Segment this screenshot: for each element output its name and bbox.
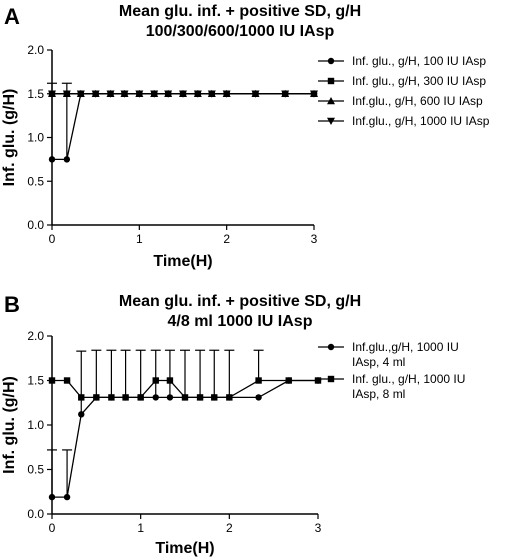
x-axis-title: Time(H) (155, 540, 214, 557)
x-tick-label: 2 (223, 232, 230, 246)
y-axis-title: Inf. glu. (g/H) (1, 89, 18, 187)
chart-title: Mean glu. inf. + positive SD, g/H 100/30… (90, 2, 390, 42)
series-4 (48, 90, 318, 98)
data-point (48, 90, 56, 98)
chart-panel-a: A Mean glu. inf. + positive SD, g/H 100/… (1, 2, 490, 270)
legend-label: Inf.glu.,g/H, 1000 IU IAsp, 4 ml (352, 340, 459, 369)
y-tick-label: 0.5 (27, 463, 44, 477)
data-point (150, 90, 159, 98)
data-point (152, 394, 159, 401)
y-tick-label: 2.0 (27, 329, 44, 343)
legend-label-line: Inf. glu., g/H, 1000 IU (352, 372, 465, 386)
chart-title-line-2: 4/8 ml 1000 IU IAsp (167, 313, 313, 330)
x-tick-label: 1 (136, 232, 143, 246)
data-point (255, 377, 262, 384)
legend-marker (327, 57, 335, 65)
legend-marker (327, 117, 335, 125)
legend-label: Inf.glu., g/H, 1000 IU IAsp (352, 114, 490, 128)
x-tick-label: 3 (315, 521, 322, 535)
legend-label: Inf. glu., g/H, 300 IU IAsp (352, 74, 486, 88)
data-point (108, 394, 115, 401)
series-line (52, 93, 314, 161)
legend: Inf. glu., g/H, 100 IU IAsp Inf. glu., g/… (318, 54, 490, 128)
legend-label-line: Inf.glu.,g/H, 1000 IU (352, 340, 459, 354)
x-tick-label: 1 (137, 521, 144, 535)
x-tick-label: 2 (226, 521, 233, 535)
data-point (193, 90, 202, 98)
data-point (179, 90, 187, 98)
data-point (152, 377, 159, 384)
data-point (166, 377, 174, 384)
chart-panel-b: B Mean glu. inf. + positive SD, g/H 4/8 … (0, 280, 516, 560)
x-tick-label: 0 (49, 232, 56, 246)
x-tick-label: 3 (311, 232, 318, 246)
data-point (281, 90, 290, 98)
data-point (310, 90, 318, 98)
chart-plot-b: 0.0 0.5 1.0 1.5 2.0 0 1 2 3 Time(H) Inf. glu. (g/H… (1, 329, 465, 557)
series-2 (48, 349, 322, 401)
data-point (285, 377, 292, 384)
data-point (93, 394, 100, 401)
legend-marker (327, 97, 335, 105)
data-point (181, 394, 189, 401)
y-axis-title: Inf. glu. (g/H) (1, 376, 18, 474)
data-point (137, 394, 144, 401)
y-tick-label: 0.5 (27, 174, 44, 188)
series-line (52, 379, 318, 399)
data-point (135, 90, 144, 98)
data-point (196, 394, 204, 401)
data-point (120, 90, 129, 98)
legend-label-line: IAsp, 4 ml (352, 355, 405, 369)
data-point (63, 377, 71, 384)
data-point (76, 90, 85, 98)
data-point (314, 377, 322, 384)
legend: Inf.glu.,g/H, 1000 IU IAsp, 4 ml Inf. glu.… (318, 340, 465, 401)
legend-marker (327, 77, 335, 85)
data-point (251, 90, 260, 98)
series-1 (47, 349, 322, 501)
chart-plot-a: 0.0 0.5 1.0 1.5 2.0 0 1 2 3 Time(H) Inf. glu. (g/H… (1, 43, 490, 270)
y-tick-label: 0.0 (27, 507, 44, 521)
data-point (122, 394, 129, 401)
data-point (48, 156, 56, 163)
data-point (164, 90, 173, 98)
x-tick-label: 0 (49, 521, 56, 535)
legend-label-line: IAsp, 8 ml (352, 387, 405, 401)
y-tick-label: 1.0 (27, 131, 44, 145)
data-point (166, 394, 174, 401)
x-axis-title: Time(H) (153, 253, 212, 270)
data-point (63, 156, 71, 163)
y-tick-label: 2.0 (27, 43, 44, 57)
data-point (48, 377, 56, 384)
legend-label: Inf.glu., g/H, 600 IU IAsp (352, 94, 483, 108)
data-point (48, 493, 56, 501)
data-point (63, 493, 71, 501)
chart-title-line-1: Mean glu. inf. + positive SD, g/H (118, 293, 362, 310)
chart-title-line-2: 100/300/600/1000 IU IAsp (145, 23, 335, 40)
data-point (222, 90, 231, 98)
series-line (52, 379, 318, 498)
data-point (207, 90, 216, 98)
legend-label: Inf. glu., g/H, 100 IU IAsp (352, 54, 486, 68)
data-point (226, 394, 233, 401)
data-point (211, 394, 218, 401)
data-point (62, 90, 71, 98)
legend-label: Inf. glu., g/H, 1000 IU IAsp, 8 ml (352, 372, 465, 401)
chart-title: Mean glu. inf. + positive SD, g/H 4/8 ml… (90, 292, 390, 332)
y-tick-label: 0.0 (27, 218, 44, 232)
legend-marker (327, 343, 335, 351)
data-point (78, 394, 85, 401)
panel-label: A (4, 4, 20, 29)
y-tick-label: 1.5 (27, 87, 44, 101)
legend-marker (327, 375, 335, 383)
data-point (78, 411, 85, 418)
y-tick-label: 1.5 (27, 374, 44, 388)
panel-label: B (4, 292, 20, 317)
data-point (91, 90, 100, 98)
data-point (106, 90, 115, 98)
data-point (255, 394, 262, 401)
chart-title-line-1: Mean glu. inf. + positive SD, g/H (118, 3, 362, 20)
y-tick-label: 1.0 (27, 418, 44, 432)
